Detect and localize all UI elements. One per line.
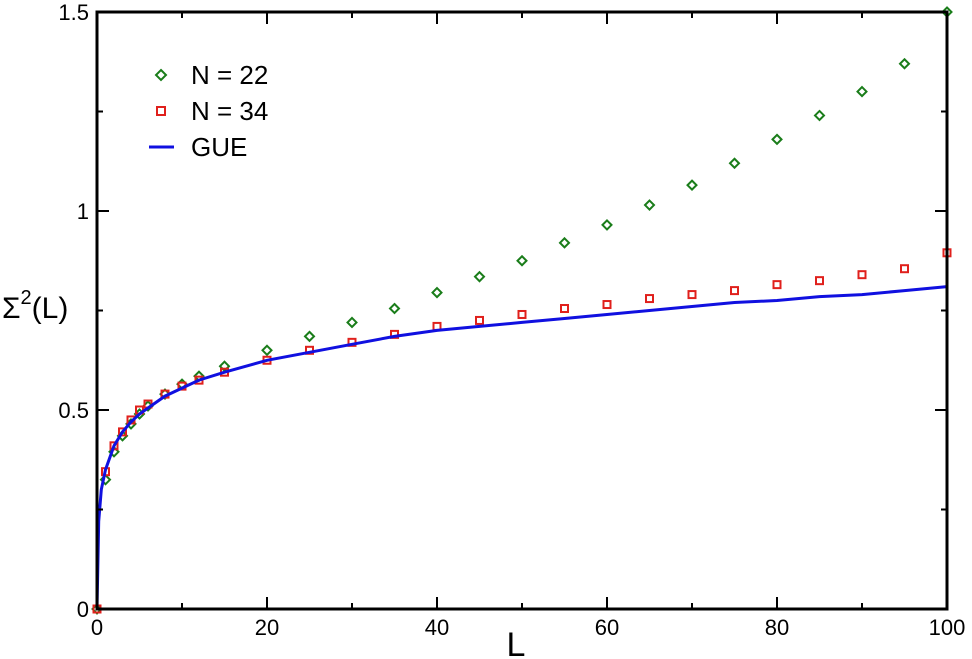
- x-tick-label: 40: [425, 615, 449, 640]
- data-point: [560, 304, 569, 314]
- x-tick-label: 20: [255, 615, 279, 640]
- data-point: [346, 316, 358, 329]
- y-tick-label: 0: [77, 597, 89, 622]
- data-point: [473, 270, 486, 283]
- y-axis-title-base: Σ: [2, 292, 21, 325]
- data-point: [118, 427, 127, 437]
- legend-label: N = 34: [191, 96, 268, 126]
- data-point: [261, 344, 273, 357]
- y-axis-title-sup: 2: [21, 287, 32, 309]
- y-tick-label: 0.5: [58, 398, 89, 423]
- data-point: [771, 133, 783, 146]
- legend-label: N = 22: [191, 60, 268, 90]
- legend: N = 22 N = 34 GUE: [149, 60, 268, 162]
- data-point: [687, 290, 697, 300]
- series-line: [95, 285, 948, 610]
- x-tick-label: 100: [929, 615, 966, 640]
- data-point: [857, 270, 867, 280]
- y-axis-title: Σ2(L): [2, 287, 68, 325]
- data-point: [815, 276, 824, 286]
- data-point: [686, 179, 698, 192]
- y-axis-title-rest: (L): [32, 292, 69, 325]
- data-point: [388, 302, 401, 315]
- series-layer: [91, 6, 953, 615]
- data-point: [900, 264, 909, 274]
- data-point: [856, 85, 868, 98]
- data-point: [730, 286, 739, 296]
- legend-label: GUE: [191, 132, 247, 162]
- axis-layer: 0 20 40 60 80 100 0 0.5 1 1.5: [58, 0, 965, 640]
- x-axis-title: L: [507, 626, 526, 659]
- y-tick-label: 1: [77, 199, 89, 224]
- data-point: [303, 330, 316, 343]
- y-tick-label: 1.5: [58, 0, 89, 25]
- x-tick-label: 80: [765, 615, 789, 640]
- data-point: [813, 109, 826, 122]
- data-point: [475, 315, 484, 325]
- series-2: [95, 285, 948, 610]
- x-tick-label: 0: [91, 615, 103, 640]
- legend-marker: [154, 68, 168, 82]
- data-point: [601, 219, 613, 231]
- series-1: [92, 248, 952, 614]
- data-point: [558, 236, 571, 249]
- data-point: [602, 300, 612, 310]
- data-point: [772, 280, 782, 290]
- data-point: [898, 57, 911, 70]
- legend-marker: [156, 106, 166, 116]
- data-point: [728, 157, 741, 170]
- data-point: [517, 309, 527, 319]
- x-tick-label: 60: [595, 615, 619, 640]
- data-point: [643, 199, 656, 211]
- data-point: [645, 294, 654, 304]
- data-point: [516, 254, 528, 267]
- data-point: [431, 286, 443, 299]
